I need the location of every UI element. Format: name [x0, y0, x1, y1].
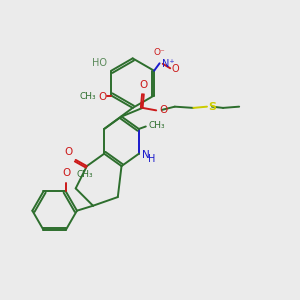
Text: CH₃: CH₃: [79, 92, 96, 101]
Text: O: O: [159, 105, 167, 115]
Text: N⁺: N⁺: [161, 59, 174, 69]
Text: O: O: [140, 80, 148, 90]
Text: HO: HO: [92, 58, 107, 68]
Text: CH₃: CH₃: [77, 169, 94, 178]
Text: CH₃: CH₃: [148, 121, 165, 130]
Text: H: H: [148, 154, 155, 164]
Text: O⁻: O⁻: [154, 48, 165, 57]
Text: O: O: [62, 169, 70, 178]
Text: O: O: [64, 147, 73, 158]
Text: O: O: [172, 64, 180, 74]
Text: O: O: [98, 92, 106, 102]
Text: N: N: [142, 150, 150, 160]
Text: S: S: [208, 102, 216, 112]
